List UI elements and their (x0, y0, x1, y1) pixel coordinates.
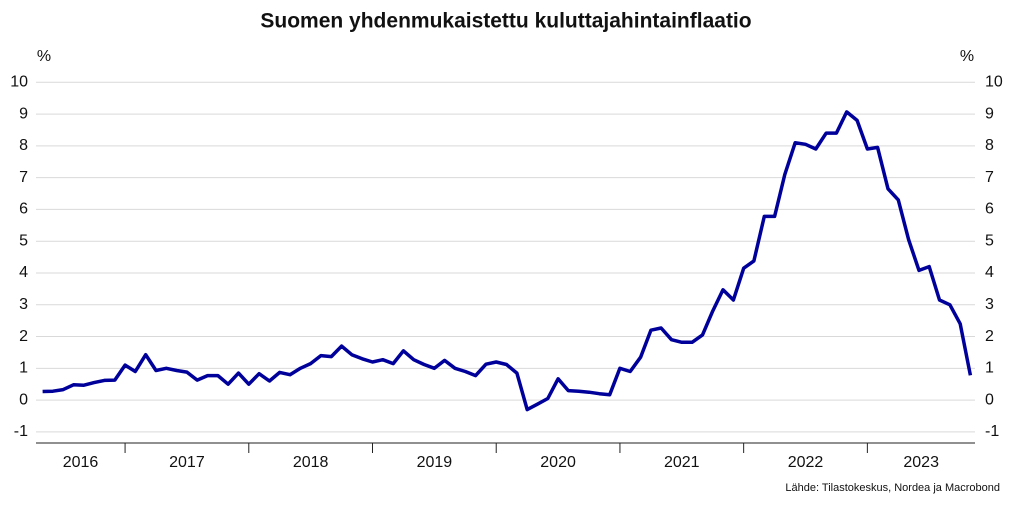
y-tick-label-right: 10 (985, 74, 1003, 91)
y-tick-label-left: 2 (19, 328, 28, 345)
x-tick-label: 2021 (664, 454, 700, 471)
y-tick-label-left: 4 (19, 264, 28, 281)
y-tick-label-right: 7 (985, 169, 994, 186)
y-tick-label-left: 8 (19, 137, 28, 154)
x-tick-label: 2023 (903, 454, 939, 471)
y-tick-label-right: 9 (985, 105, 994, 122)
y-tick-label-right: 0 (985, 391, 994, 408)
data-line (42, 110, 973, 412)
y-tick-label-left: -1 (14, 423, 28, 440)
y-tick-label-left: 3 (19, 296, 28, 313)
y-tick-label-right: -1 (985, 423, 999, 440)
y-tick-label-right: 1 (985, 360, 994, 377)
y-tick-label-right: 6 (985, 201, 994, 218)
x-tick-label: 2017 (169, 454, 205, 471)
y-tick-label-right: 5 (985, 232, 994, 249)
x-tick-label: 2018 (293, 454, 329, 471)
y-tick-label-left: 10 (10, 74, 28, 91)
y-tick-label-left: 7 (19, 169, 28, 186)
y-unit-left: % (37, 48, 51, 65)
y-tick-label-right: 4 (985, 264, 994, 281)
x-tick-label: 2016 (63, 454, 99, 471)
y-tick-label-left: 0 (19, 391, 28, 408)
chart-title: Suomen yhdenmukaistettu kuluttajahintain… (260, 10, 751, 33)
y-tick-label-left: 1 (19, 360, 28, 377)
y-tick-label-right: 3 (985, 296, 994, 313)
x-tick-label: 2020 (540, 454, 576, 471)
y-tick-label-left: 9 (19, 105, 28, 122)
x-tick-label: 2022 (788, 454, 824, 471)
y-tick-label-right: 8 (985, 137, 994, 154)
y-tick-label-left: 5 (19, 232, 28, 249)
y-unit-right: % (960, 48, 974, 65)
y-tick-label-left: 6 (19, 201, 28, 218)
source-note: Lähde: Tilastokeskus, Nordea ja Macrobon… (785, 482, 1000, 494)
x-tick-label: 2019 (417, 454, 453, 471)
y-tick-label-right: 2 (985, 328, 994, 345)
